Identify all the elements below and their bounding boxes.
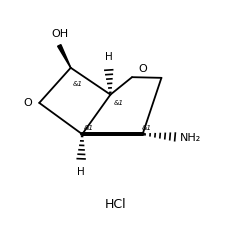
Text: &1: &1 [84, 125, 94, 131]
Text: &1: &1 [141, 125, 152, 131]
Text: NH₂: NH₂ [180, 133, 201, 143]
Text: HCl: HCl [105, 198, 126, 211]
Text: OH: OH [52, 29, 69, 39]
Polygon shape [58, 45, 71, 68]
Text: H: H [105, 52, 113, 62]
Text: H: H [77, 167, 85, 177]
Text: O: O [24, 98, 32, 108]
Text: &1: &1 [73, 81, 83, 87]
Text: &1: &1 [113, 99, 123, 106]
Text: O: O [138, 65, 147, 74]
